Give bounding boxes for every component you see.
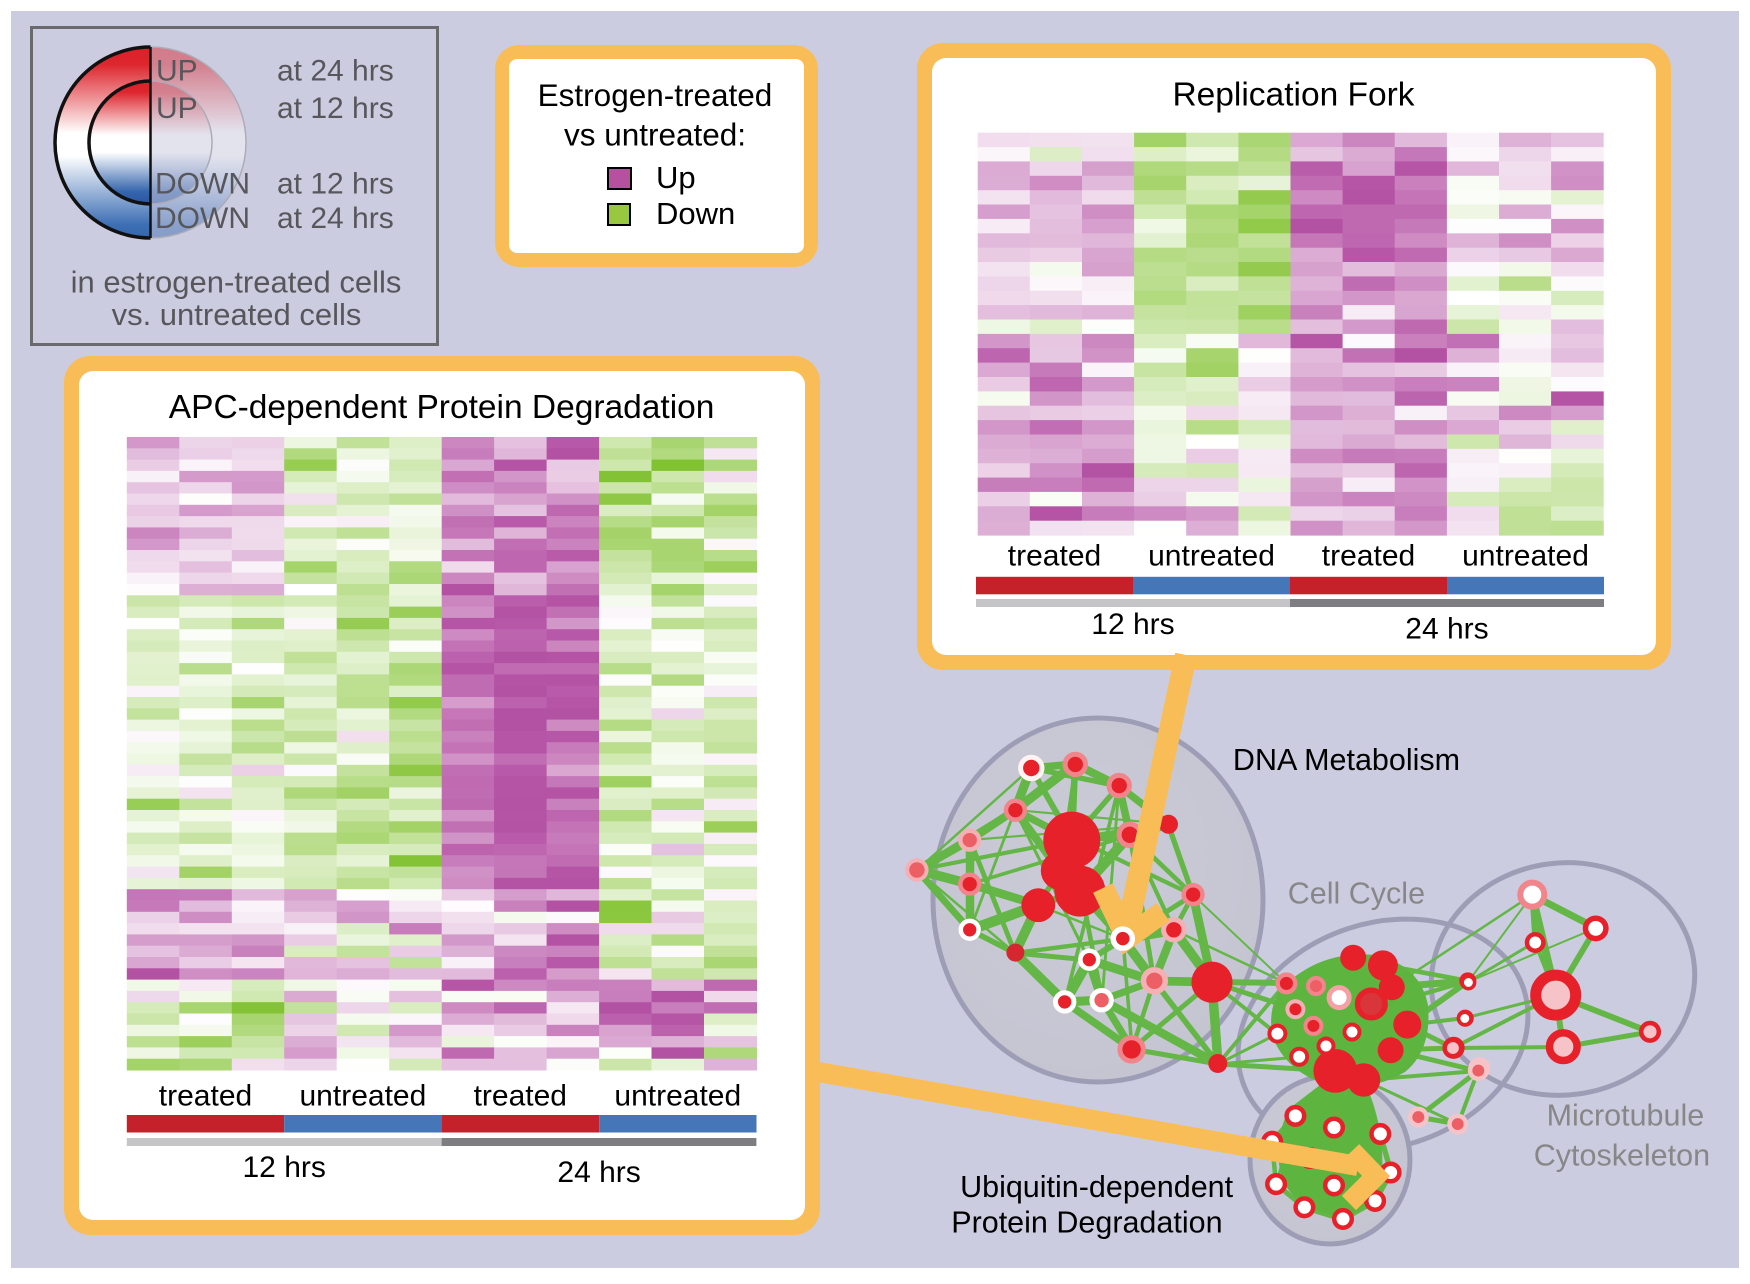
svg-text:24 hrs: 24 hrs: [557, 1156, 640, 1189]
svg-text:24 hrs: 24 hrs: [1405, 613, 1488, 646]
svg-text:Replication Fork: Replication Fork: [1172, 77, 1414, 114]
svg-text:untreated: untreated: [1462, 540, 1589, 573]
svg-text:at 24 hrs: at 24 hrs: [277, 202, 394, 235]
svg-text:12 hrs: 12 hrs: [1091, 608, 1174, 641]
svg-text:UP: UP: [156, 92, 198, 125]
svg-text:APC-dependent Protein Degradat: APC-dependent Protein Degradation: [169, 389, 715, 426]
svg-text:at 24 hrs: at 24 hrs: [277, 55, 394, 88]
svg-text:treated: treated: [1322, 540, 1415, 573]
svg-text:in estrogen-treated cells: in estrogen-treated cells: [71, 265, 402, 300]
svg-text:Ubiquitin-dependent: Ubiquitin-dependent: [960, 1170, 1234, 1204]
svg-text:vs. untreated cells: vs. untreated cells: [112, 297, 362, 332]
svg-text:Down: Down: [656, 196, 735, 231]
svg-text:vs untreated:: vs untreated:: [564, 117, 746, 153]
svg-text:DOWN: DOWN: [155, 202, 250, 235]
svg-text:Microtubule: Microtubule: [1547, 1099, 1705, 1133]
svg-text:treated: treated: [474, 1080, 567, 1113]
svg-text:Cell Cycle: Cell Cycle: [1288, 877, 1425, 911]
svg-text:Up: Up: [656, 160, 696, 195]
svg-text:Protein Degradation: Protein Degradation: [951, 1205, 1222, 1239]
svg-text:at 12 hrs: at 12 hrs: [277, 168, 394, 201]
svg-text:untreated: untreated: [614, 1080, 741, 1113]
svg-text:DNA Metabolism: DNA Metabolism: [1233, 743, 1460, 777]
svg-text:at 12 hrs: at 12 hrs: [277, 92, 394, 125]
svg-text:12 hrs: 12 hrs: [243, 1151, 326, 1184]
svg-text:UP: UP: [156, 55, 198, 88]
svg-text:Cytoskeleton: Cytoskeleton: [1534, 1139, 1710, 1173]
svg-text:untreated: untreated: [300, 1080, 427, 1113]
svg-text:treated: treated: [159, 1080, 252, 1113]
svg-text:treated: treated: [1008, 540, 1101, 573]
svg-text:Estrogen-treated: Estrogen-treated: [538, 77, 773, 113]
svg-text:untreated: untreated: [1148, 540, 1275, 573]
svg-text:DOWN: DOWN: [155, 168, 250, 201]
